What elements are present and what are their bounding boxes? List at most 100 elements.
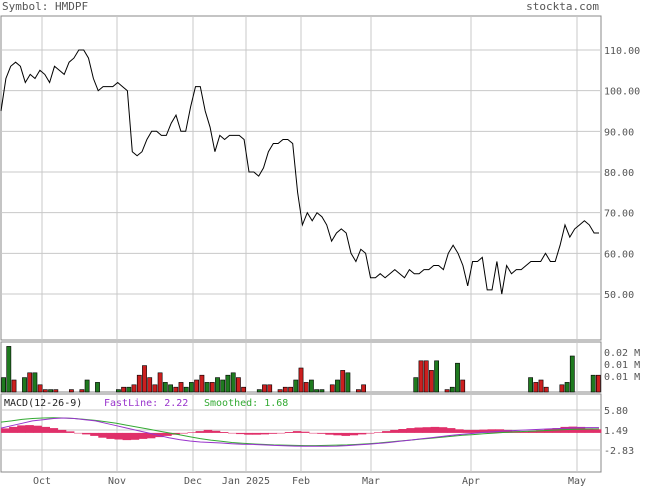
macd-histogram-bar	[406, 428, 415, 433]
volume-bar	[590, 374, 596, 393]
macd-histogram-bar	[325, 432, 334, 435]
x-tick-label: Apr	[462, 476, 480, 486]
volume-bar	[142, 365, 147, 393]
macd-histogram-bar	[487, 429, 496, 433]
macd-histogram-bar	[317, 432, 326, 434]
volume-bar	[194, 379, 199, 393]
macd-histogram-bar	[17, 425, 26, 433]
macd-histogram-bar	[576, 426, 586, 433]
volume-bar	[131, 384, 137, 393]
volume-bar	[84, 379, 90, 393]
macd-title: MACD(12-26-9)	[4, 398, 82, 409]
volume-bar	[37, 384, 43, 393]
macd-histogram-bar	[244, 432, 253, 435]
macd-histogram-bar	[203, 429, 213, 433]
price-tick-label: 90.00	[604, 127, 634, 138]
volume-bar	[209, 382, 215, 393]
volume-bar	[199, 374, 205, 393]
volume-bar	[147, 377, 153, 393]
macd-histogram-bar	[301, 431, 310, 433]
volume-bar	[455, 362, 460, 393]
macd-histogram-bar	[276, 432, 286, 434]
macd-histogram-bar	[584, 428, 594, 433]
volume-bar	[189, 382, 194, 393]
macd-histogram-bar	[333, 432, 342, 436]
macd-histogram-bar	[90, 432, 99, 436]
macd-histogram-bar	[341, 432, 350, 436]
volume-bar	[95, 382, 100, 393]
volume-bar	[27, 372, 33, 393]
volume-bar	[256, 389, 262, 393]
price-tick-label: 80.00	[604, 168, 634, 179]
volume-bar	[533, 382, 539, 393]
symbol-label: Symbol: HMDPF	[2, 0, 89, 13]
macd-histogram-bar	[430, 426, 440, 433]
macd-histogram-bar	[1, 428, 10, 433]
volume-bar	[303, 382, 309, 393]
price-tick-label: 110.00	[604, 46, 640, 57]
volume-bar	[423, 360, 429, 393]
macd-histogram-bar	[33, 425, 42, 433]
volume-bar	[314, 389, 319, 393]
macd-histogram-bar	[130, 432, 140, 440]
volume-bar	[528, 377, 533, 393]
volume-bar	[559, 384, 565, 393]
volume-tick-label: 0.02 M	[604, 348, 640, 359]
macd-histogram-bar	[138, 432, 148, 439]
price-tick-label: 50.00	[604, 290, 634, 301]
volume-bar	[168, 384, 173, 393]
volume-bar	[262, 384, 267, 393]
volume-bar	[220, 379, 226, 393]
volume-bar	[230, 372, 236, 393]
macd-histogram-bar	[9, 426, 18, 433]
macd-histogram-bar	[455, 429, 464, 433]
macd-histogram-bar	[292, 431, 302, 433]
volume-bar	[319, 389, 325, 393]
volume-bar	[282, 386, 288, 393]
volume-bar	[277, 389, 283, 393]
macd-histogram-bar	[503, 429, 513, 433]
volume-bar	[1, 377, 6, 393]
macd-histogram-bar	[228, 432, 237, 434]
volume-bar	[236, 377, 241, 393]
volume-bar	[215, 377, 220, 393]
macd-histogram-bar	[382, 431, 391, 433]
macd-histogram-bar	[155, 432, 164, 438]
macd-histogram-bar	[252, 432, 261, 435]
volume-bar	[413, 377, 419, 393]
volume-bar	[204, 382, 210, 393]
macd-tick-label: 5.80	[604, 406, 628, 417]
macd-histogram-bar	[309, 432, 318, 434]
macd-histogram-bar	[365, 432, 375, 434]
volume-bar	[116, 389, 121, 393]
macd-fastline-label: FastLine: 2.22	[104, 398, 188, 409]
volume-bar	[136, 374, 142, 393]
macd-histogram-bar	[49, 428, 59, 433]
macd-histogram-bar	[592, 429, 602, 433]
macd-fastline	[0, 417, 599, 447]
macd-histogram-bar	[146, 432, 156, 439]
macd-histogram-bar	[260, 432, 269, 435]
macd-histogram-bar	[357, 432, 367, 435]
volume-bar	[152, 384, 158, 393]
volume-bar	[22, 377, 27, 393]
site-name: stockta.com	[526, 0, 599, 13]
volume-bar	[6, 346, 12, 393]
macd-histogram-bar	[74, 432, 83, 434]
macd-histogram-bar	[374, 432, 383, 433]
volume-bar	[79, 389, 85, 393]
volume-bar	[345, 372, 351, 393]
macd-histogram-bar	[544, 429, 553, 433]
volume-bar	[11, 379, 17, 393]
macd-histogram-bar	[536, 430, 545, 433]
volume-tick-label: 0.01 M	[604, 372, 640, 383]
volume-bar	[42, 389, 48, 393]
macd-histogram-bar	[98, 432, 107, 438]
macd-histogram-bar	[195, 431, 205, 433]
volume-bar	[32, 372, 38, 393]
volume-bar	[178, 382, 184, 393]
macd-histogram-bar	[422, 427, 432, 433]
volume-bar	[329, 384, 335, 393]
macd-histogram-bar	[211, 430, 221, 433]
macd-histogram-bar	[528, 431, 537, 433]
